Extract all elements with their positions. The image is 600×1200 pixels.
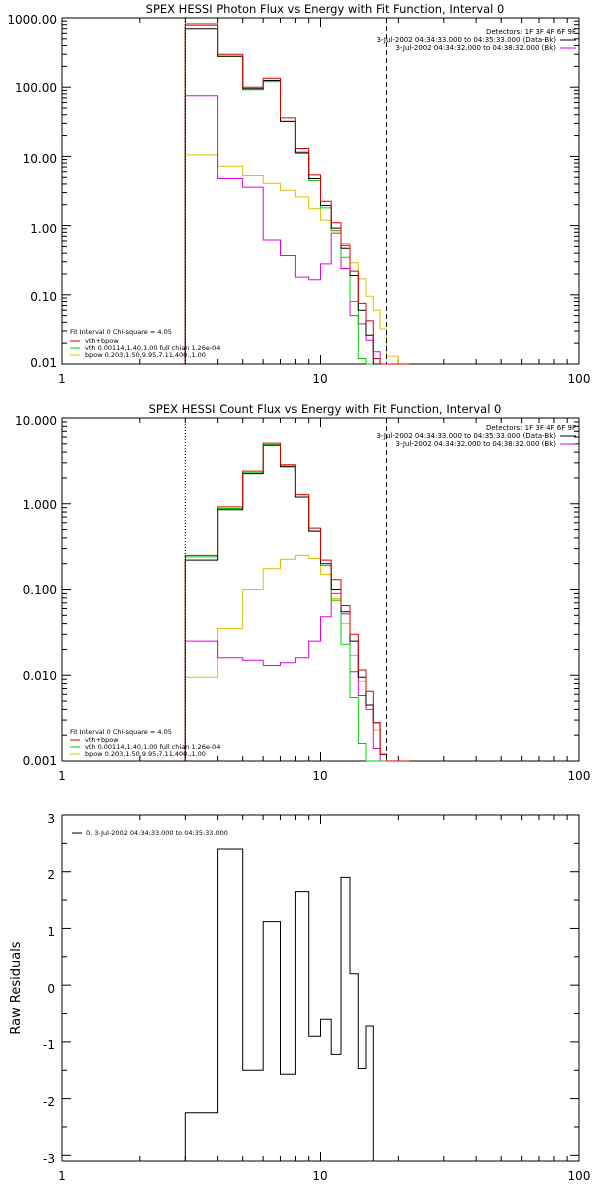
photon-flux-info-block: Detectors: 1F 3F 4F 6F 9F 3-Jul-2002 04:… (377, 28, 576, 52)
y-tick-label: -2 (43, 1095, 55, 1109)
y-tick-label: 1000.00 (7, 13, 57, 27)
residuals-y-tick-labels: -3 -2 -1 0 1 2 3 (43, 812, 55, 1166)
fit-legend-entry: bpow 0.203,1.50,9.95,7.11,400.,1.00 (85, 351, 206, 359)
fit-legend-entry: vth+bpow (85, 337, 119, 345)
photon-flux-energy-markers (184, 18, 387, 364)
fit-legend-entry: bpow 0.203,1.50,9.95,7.11,400.,1.00 (85, 750, 206, 758)
y-tick-label: 0.010 (23, 669, 57, 683)
residuals-legend: 0. 3-Jul-2002 04:34:33.000 to 04:35:33.0… (72, 829, 228, 837)
residuals-panel: -3 -2 -1 0 1 2 3 Raw Residuals 1 10 100 … (9, 812, 590, 1183)
x-tick-label: 1 (58, 1169, 66, 1183)
photon-flux-title: SPEX HESSI Photon Flux vs Energy with Fi… (146, 2, 505, 16)
series-total-histogram (184, 23, 409, 365)
y-tick-label: 3 (47, 812, 55, 826)
series-total-histogram (184, 442, 409, 762)
y-tick-label: 10.000 (15, 414, 57, 428)
detectors-label: Detectors: 1F 3F 4F 6F 9F (486, 28, 576, 36)
y-tick-label: 0.01 (30, 356, 57, 370)
bk-interval-label: 3-Jul-2002 04:34:32.000 to 04:38:32.000 … (396, 44, 557, 52)
data-interval-label: 3-Jul-2002 04:34:33.000 to 04:35:33.000 … (377, 36, 557, 44)
count-flux-series (184, 442, 409, 762)
residuals-y-axis-label: Raw Residuals (9, 941, 24, 1034)
count-flux-tick-marks (61, 417, 579, 762)
y-tick-label: 1 (47, 925, 55, 939)
count-flux-y-tick-labels: 0.001 0.010 0.100 1.000 10.000 (15, 414, 57, 768)
detectors-label: Detectors: 1F 3F 4F 6F 9F (486, 424, 576, 432)
fit-legend-entry: vth+bpow (85, 736, 119, 744)
y-tick-label: -3 (43, 1152, 55, 1166)
fit-legend-header: Fit Interval 0 Chi-square = 4.05 (70, 328, 172, 336)
residuals-x-tick-labels: 1 10 100 (58, 1169, 590, 1183)
count-flux-energy-markers (184, 418, 387, 761)
photon-flux-tick-marks (61, 17, 579, 365)
count-flux-fit-legend: Fit Interval 0 Chi-square = 4.05 vth+bpo… (70, 728, 220, 758)
fit-legend-entry: vth 0.00114,1.40,1.00 full chian 1.26e-0… (85, 344, 220, 352)
x-tick-label: 100 (568, 769, 591, 783)
x-tick-label: 1 (58, 769, 66, 783)
y-tick-label: 0 (47, 982, 55, 996)
count-flux-title: SPEX HESSI Count Flux vs Energy with Fit… (149, 402, 502, 416)
x-tick-label: 1 (58, 372, 66, 386)
x-tick-label: 100 (568, 1169, 591, 1183)
photon-flux-fit-legend: Fit Interval 0 Chi-square = 4.05 vth+bpo… (70, 328, 220, 359)
x-tick-label: 10 (312, 1169, 327, 1183)
y-tick-label: 0.001 (23, 754, 57, 768)
x-tick-label: 10 (312, 372, 327, 386)
series-background-histogram (184, 592, 409, 762)
series-vth-histogram (184, 25, 409, 365)
x-tick-label: 10 (312, 769, 327, 783)
y-tick-label: 0.100 (23, 583, 57, 597)
residuals-series (184, 848, 374, 1161)
y-tick-label: -1 (43, 1038, 55, 1052)
data-interval-label: 3-Jul-2002 04:34:33.000 to 04:35:33.000 … (377, 432, 557, 440)
y-tick-label: 1.000 (23, 498, 57, 512)
count-flux-panel: SPEX HESSI Count Flux vs Energy with Fit… (15, 402, 590, 783)
photon-flux-x-tick-labels: 1 10 100 (58, 372, 590, 386)
series-data-histogram (184, 28, 409, 365)
count-flux-info-block: Detectors: 1F 3F 4F 6F 9F 3-Jul-2002 04:… (377, 424, 576, 448)
fit-legend-header: Fit Interval 0 Chi-square = 4.05 (70, 728, 172, 736)
y-tick-label: 2 (47, 868, 55, 882)
y-tick-label: 10.00 (23, 152, 57, 166)
residuals-legend-entry: 0. 3-Jul-2002 04:34:33.000 to 04:35:33.0… (86, 829, 228, 837)
photon-flux-panel: SPEX HESSI Photon Flux vs Energy with Fi… (7, 2, 590, 386)
fit-legend-entry: vth 0.00114,1.40,1.00 full chian 1.26e-0… (85, 743, 220, 751)
count-flux-x-tick-labels: 1 10 100 (58, 769, 590, 783)
y-tick-label: 0.10 (30, 290, 57, 304)
photon-flux-y-tick-labels: 0.01 0.10 1.00 10.00 100.00 1000.00 (7, 13, 57, 370)
y-tick-label: 1.00 (30, 222, 57, 236)
y-tick-label: 100.00 (15, 81, 57, 95)
residuals-tick-marks (61, 814, 579, 1161)
bk-interval-label: 3-Jul-2002 04:34:32.000 to 04:38:32.000 … (396, 440, 557, 448)
x-tick-label: 100 (568, 372, 591, 386)
series-residuals-histogram (184, 848, 374, 1161)
photon-flux-series (184, 23, 409, 365)
